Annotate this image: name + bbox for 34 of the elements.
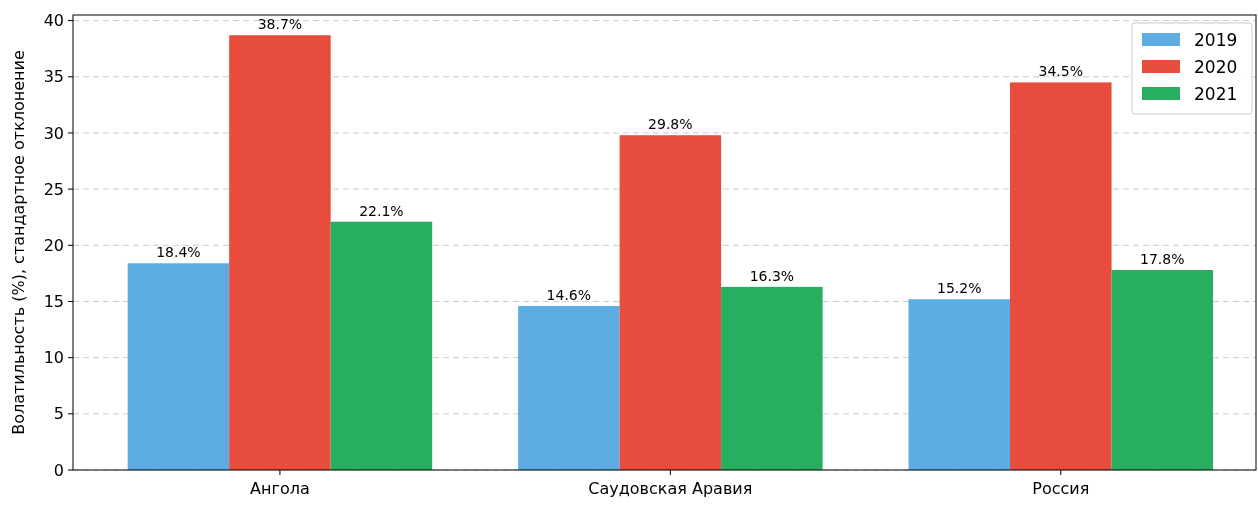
y-tick-label: 0 [53, 460, 64, 480]
y-tick-label: 35 [43, 67, 64, 87]
bar [127, 263, 230, 470]
bar [330, 221, 433, 470]
data-label: 18.4% [156, 244, 201, 261]
y-axis-title: Волатильность (%), стандартное отклонение [9, 50, 28, 435]
bar [229, 35, 331, 470]
data-label: 38.7% [257, 16, 303, 33]
x-tick-label: Россия [1032, 479, 1090, 498]
bar [518, 305, 620, 470]
data-label: 34.5% [1038, 63, 1084, 80]
y-tick-label: 5 [53, 404, 64, 424]
data-label: 22.1% [359, 202, 404, 219]
data-label: 14.6% [546, 286, 592, 303]
x-tick-label: Саудовская Аравия [588, 479, 753, 498]
bar [1111, 270, 1214, 470]
legend-label: 2019 [1194, 29, 1238, 50]
legend-label: 2020 [1194, 56, 1238, 77]
y-tick-label: 25 [43, 179, 64, 199]
bar [721, 286, 823, 470]
legend-label: 2021 [1194, 83, 1238, 104]
data-label: 16.3% [749, 267, 795, 284]
y-tick-label: 30 [43, 123, 64, 143]
data-label: 15.2% [937, 280, 982, 297]
data-label: 29.8% [648, 116, 693, 133]
bar [619, 135, 722, 470]
y-tick-label: 40 [43, 11, 64, 31]
bar [1010, 82, 1112, 470]
bar [908, 299, 1011, 470]
y-tick-label: 15 [43, 292, 64, 312]
x-tick-label: Ангола [250, 479, 310, 498]
y-tick-label: 20 [43, 235, 64, 255]
data-label: 17.8% [1140, 251, 1185, 268]
y-tick-label: 10 [43, 348, 64, 368]
